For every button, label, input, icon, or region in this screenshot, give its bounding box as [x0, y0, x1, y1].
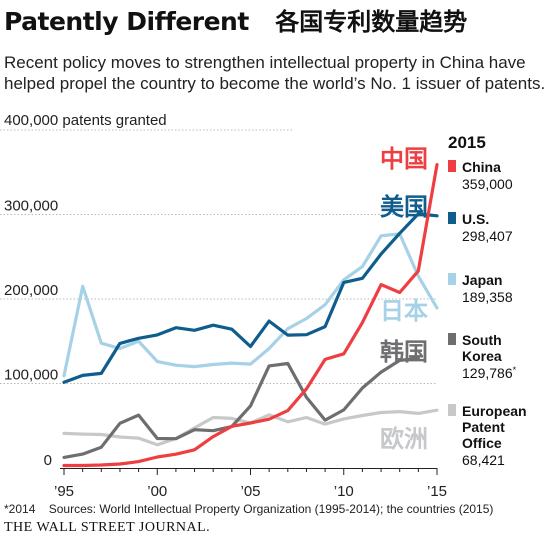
series-label-cn-epo: 欧洲	[380, 425, 428, 453]
series-label-cn-us: 美国	[380, 193, 428, 221]
y-tick-label: 0	[44, 452, 52, 469]
series-line-us	[62, 212, 439, 384]
series-label-cn-china: 中国	[380, 145, 428, 173]
legend-name-epo: Office	[462, 435, 502, 451]
legend-value-japan: 189,358	[462, 289, 513, 305]
footer-note: *2014 Sources: World Intellectual Proper…	[4, 502, 549, 516]
legend-swatch-japan	[448, 273, 456, 285]
legend-name-epo: Patent	[462, 419, 505, 435]
legend-value-china: 359,000	[462, 176, 513, 192]
chart-title-chinese: 各国专利数量趋势	[275, 8, 468, 36]
y-tick-label: 100,000	[4, 367, 58, 384]
series-line-china	[62, 163, 439, 468]
y-tick-label: 200,000	[4, 282, 58, 299]
series-label-cn-japan: 日本	[380, 297, 428, 325]
legend-value-korea: 129,786*	[462, 365, 517, 381]
x-tick-label: ’95	[54, 483, 74, 500]
sources-text: Sources: World Intellectual Property Org…	[48, 502, 494, 516]
legend-swatch-china	[448, 160, 456, 172]
x-tick-label: ’00	[147, 483, 167, 500]
legend-value-note: *	[513, 365, 517, 375]
series-label-cn-korea: 韩国	[380, 338, 428, 366]
legend-swatch-epo	[448, 404, 456, 416]
legend-value-epo: 68,421	[462, 452, 505, 468]
title-row: Patently Different 各国专利数量趋势	[4, 2, 549, 37]
legend-name-japan: Japan	[462, 272, 502, 288]
legend-name-china: China	[462, 159, 501, 175]
y-axis-unit-label: 400,000 patents granted	[4, 112, 167, 129]
x-tick-label: ’10	[334, 483, 354, 500]
chart-subtitle: Recent policy moves to strengthen intell…	[4, 53, 546, 93]
publisher-logo: THE WALL STREET JOURNAL.	[4, 520, 211, 535]
footnote-mark: *2014	[4, 502, 36, 516]
legend-name-korea: South	[462, 332, 502, 348]
legend-name-us: U.S.	[462, 211, 489, 227]
x-tick-label: ’15	[427, 483, 447, 500]
chart-title: Patently Different	[4, 7, 249, 36]
x-tick-label: ’05	[240, 483, 260, 500]
legend-value-us: 298,407	[462, 228, 513, 244]
legend-swatch-us	[448, 212, 456, 224]
legend-name-epo: European	[462, 403, 527, 419]
series-line-japan	[62, 232, 439, 378]
y-tick-label: 300,000	[4, 198, 58, 215]
legend-year: 2015	[448, 133, 486, 152]
legend-swatch-korea	[448, 333, 456, 345]
legend-name-korea: Korea	[462, 348, 502, 364]
series-line-korea	[62, 356, 420, 459]
